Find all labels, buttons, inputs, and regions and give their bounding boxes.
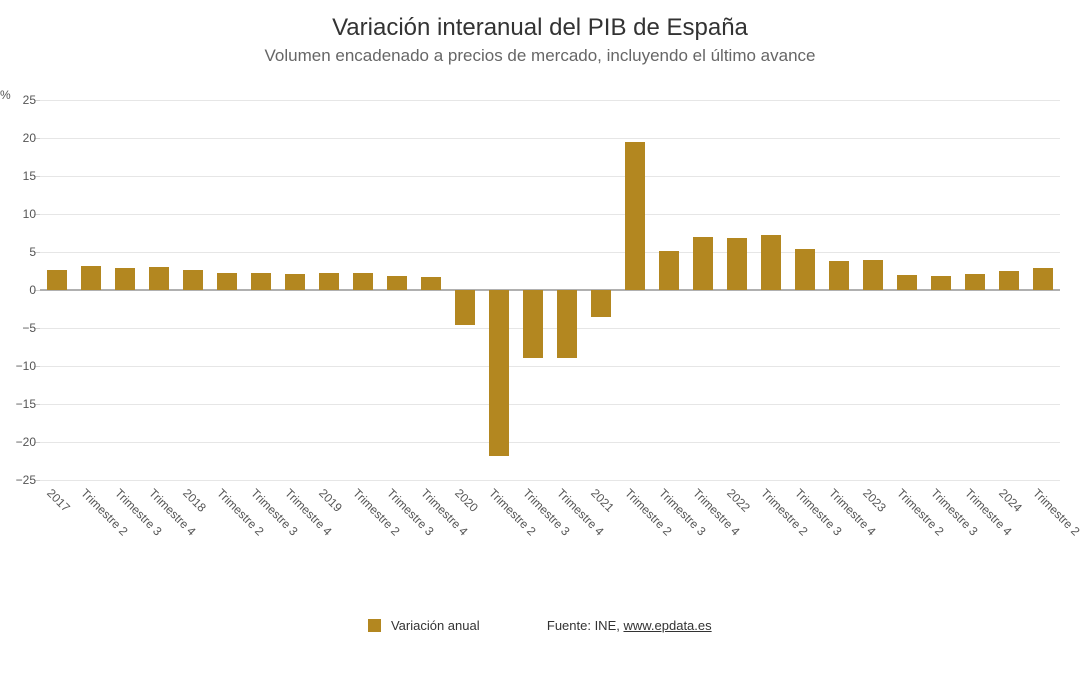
y-axis-tick-label: 15 (2, 169, 36, 183)
data-bar (693, 237, 713, 290)
gridline (40, 176, 1060, 177)
data-bar (523, 290, 543, 358)
gridline (40, 252, 1060, 253)
data-bar (761, 235, 781, 290)
gridline (40, 480, 1060, 481)
data-bar (455, 290, 475, 325)
chart-footer: Variación anual Fuente: INE, www.epdata.… (0, 618, 1080, 633)
y-axis-tick-label: −20 (2, 435, 36, 449)
data-bar (829, 261, 849, 290)
data-bar (183, 270, 203, 290)
data-bar (217, 273, 237, 290)
y-axis-tick-label: −15 (2, 397, 36, 411)
data-bar (659, 251, 679, 290)
x-axis-tick-label: Trimestre 2 (1030, 486, 1080, 538)
data-bar (387, 276, 407, 290)
gridline (40, 328, 1060, 329)
data-bar (47, 270, 67, 290)
data-bar (149, 267, 169, 290)
data-bar (625, 142, 645, 290)
data-bar (1033, 268, 1053, 290)
data-bar (115, 268, 135, 290)
y-axis-tick-label: 5 (2, 245, 36, 259)
gridline (40, 100, 1060, 101)
x-axis-tick-label: 2018 (180, 486, 209, 515)
x-axis-tick-label: 2020 (452, 486, 481, 515)
gridline (40, 138, 1060, 139)
gridline (40, 214, 1060, 215)
data-bar (319, 273, 339, 290)
data-bar (727, 238, 747, 290)
x-axis-tick-label: 2023 (860, 486, 889, 515)
data-bar (999, 271, 1019, 290)
x-axis-tick-label: 2019 (316, 486, 345, 515)
gridline (40, 404, 1060, 405)
data-bar (795, 249, 815, 290)
gridline (40, 366, 1060, 367)
data-bar (557, 290, 577, 358)
y-axis-tick-label: 10 (2, 207, 36, 221)
y-axis-tick-label: 25 (2, 93, 36, 107)
chart-title: Variación interanual del PIB de España (0, 0, 1080, 42)
x-axis-tick-label: 2024 (996, 486, 1025, 515)
x-axis-labels: 2017Trimestre 2Trimestre 3Trimestre 4201… (40, 486, 1060, 616)
data-bar (897, 275, 917, 290)
data-bar (489, 290, 509, 456)
x-axis-tick-label: 2021 (588, 486, 617, 515)
source-prefix: Fuente: INE, (547, 618, 624, 633)
legend-swatch (368, 619, 381, 632)
chart-subtitle: Volumen encadenado a precios de mercado,… (0, 46, 1080, 66)
y-axis-tick-label: −10 (2, 359, 36, 373)
y-axis-tick-label: −25 (2, 473, 36, 487)
x-axis-tick-label: 2017 (44, 486, 73, 515)
data-bar (251, 273, 271, 290)
legend-label: Variación anual (391, 618, 480, 633)
data-bar (931, 276, 951, 290)
data-bar (591, 290, 611, 317)
x-axis-tick-label: 2022 (724, 486, 753, 515)
data-bar (421, 277, 441, 290)
data-bar (81, 266, 101, 290)
gridline (40, 442, 1060, 443)
y-axis-tick-label: −5 (2, 321, 36, 335)
chart-plot-area (40, 100, 1060, 480)
data-bar (353, 273, 373, 290)
data-bar (863, 260, 883, 290)
data-bar (965, 274, 985, 290)
data-bar (285, 274, 305, 290)
source-link[interactable]: www.epdata.es (623, 618, 711, 633)
y-axis-tick-label: 20 (2, 131, 36, 145)
y-axis-tick-label: 0 (2, 283, 36, 297)
